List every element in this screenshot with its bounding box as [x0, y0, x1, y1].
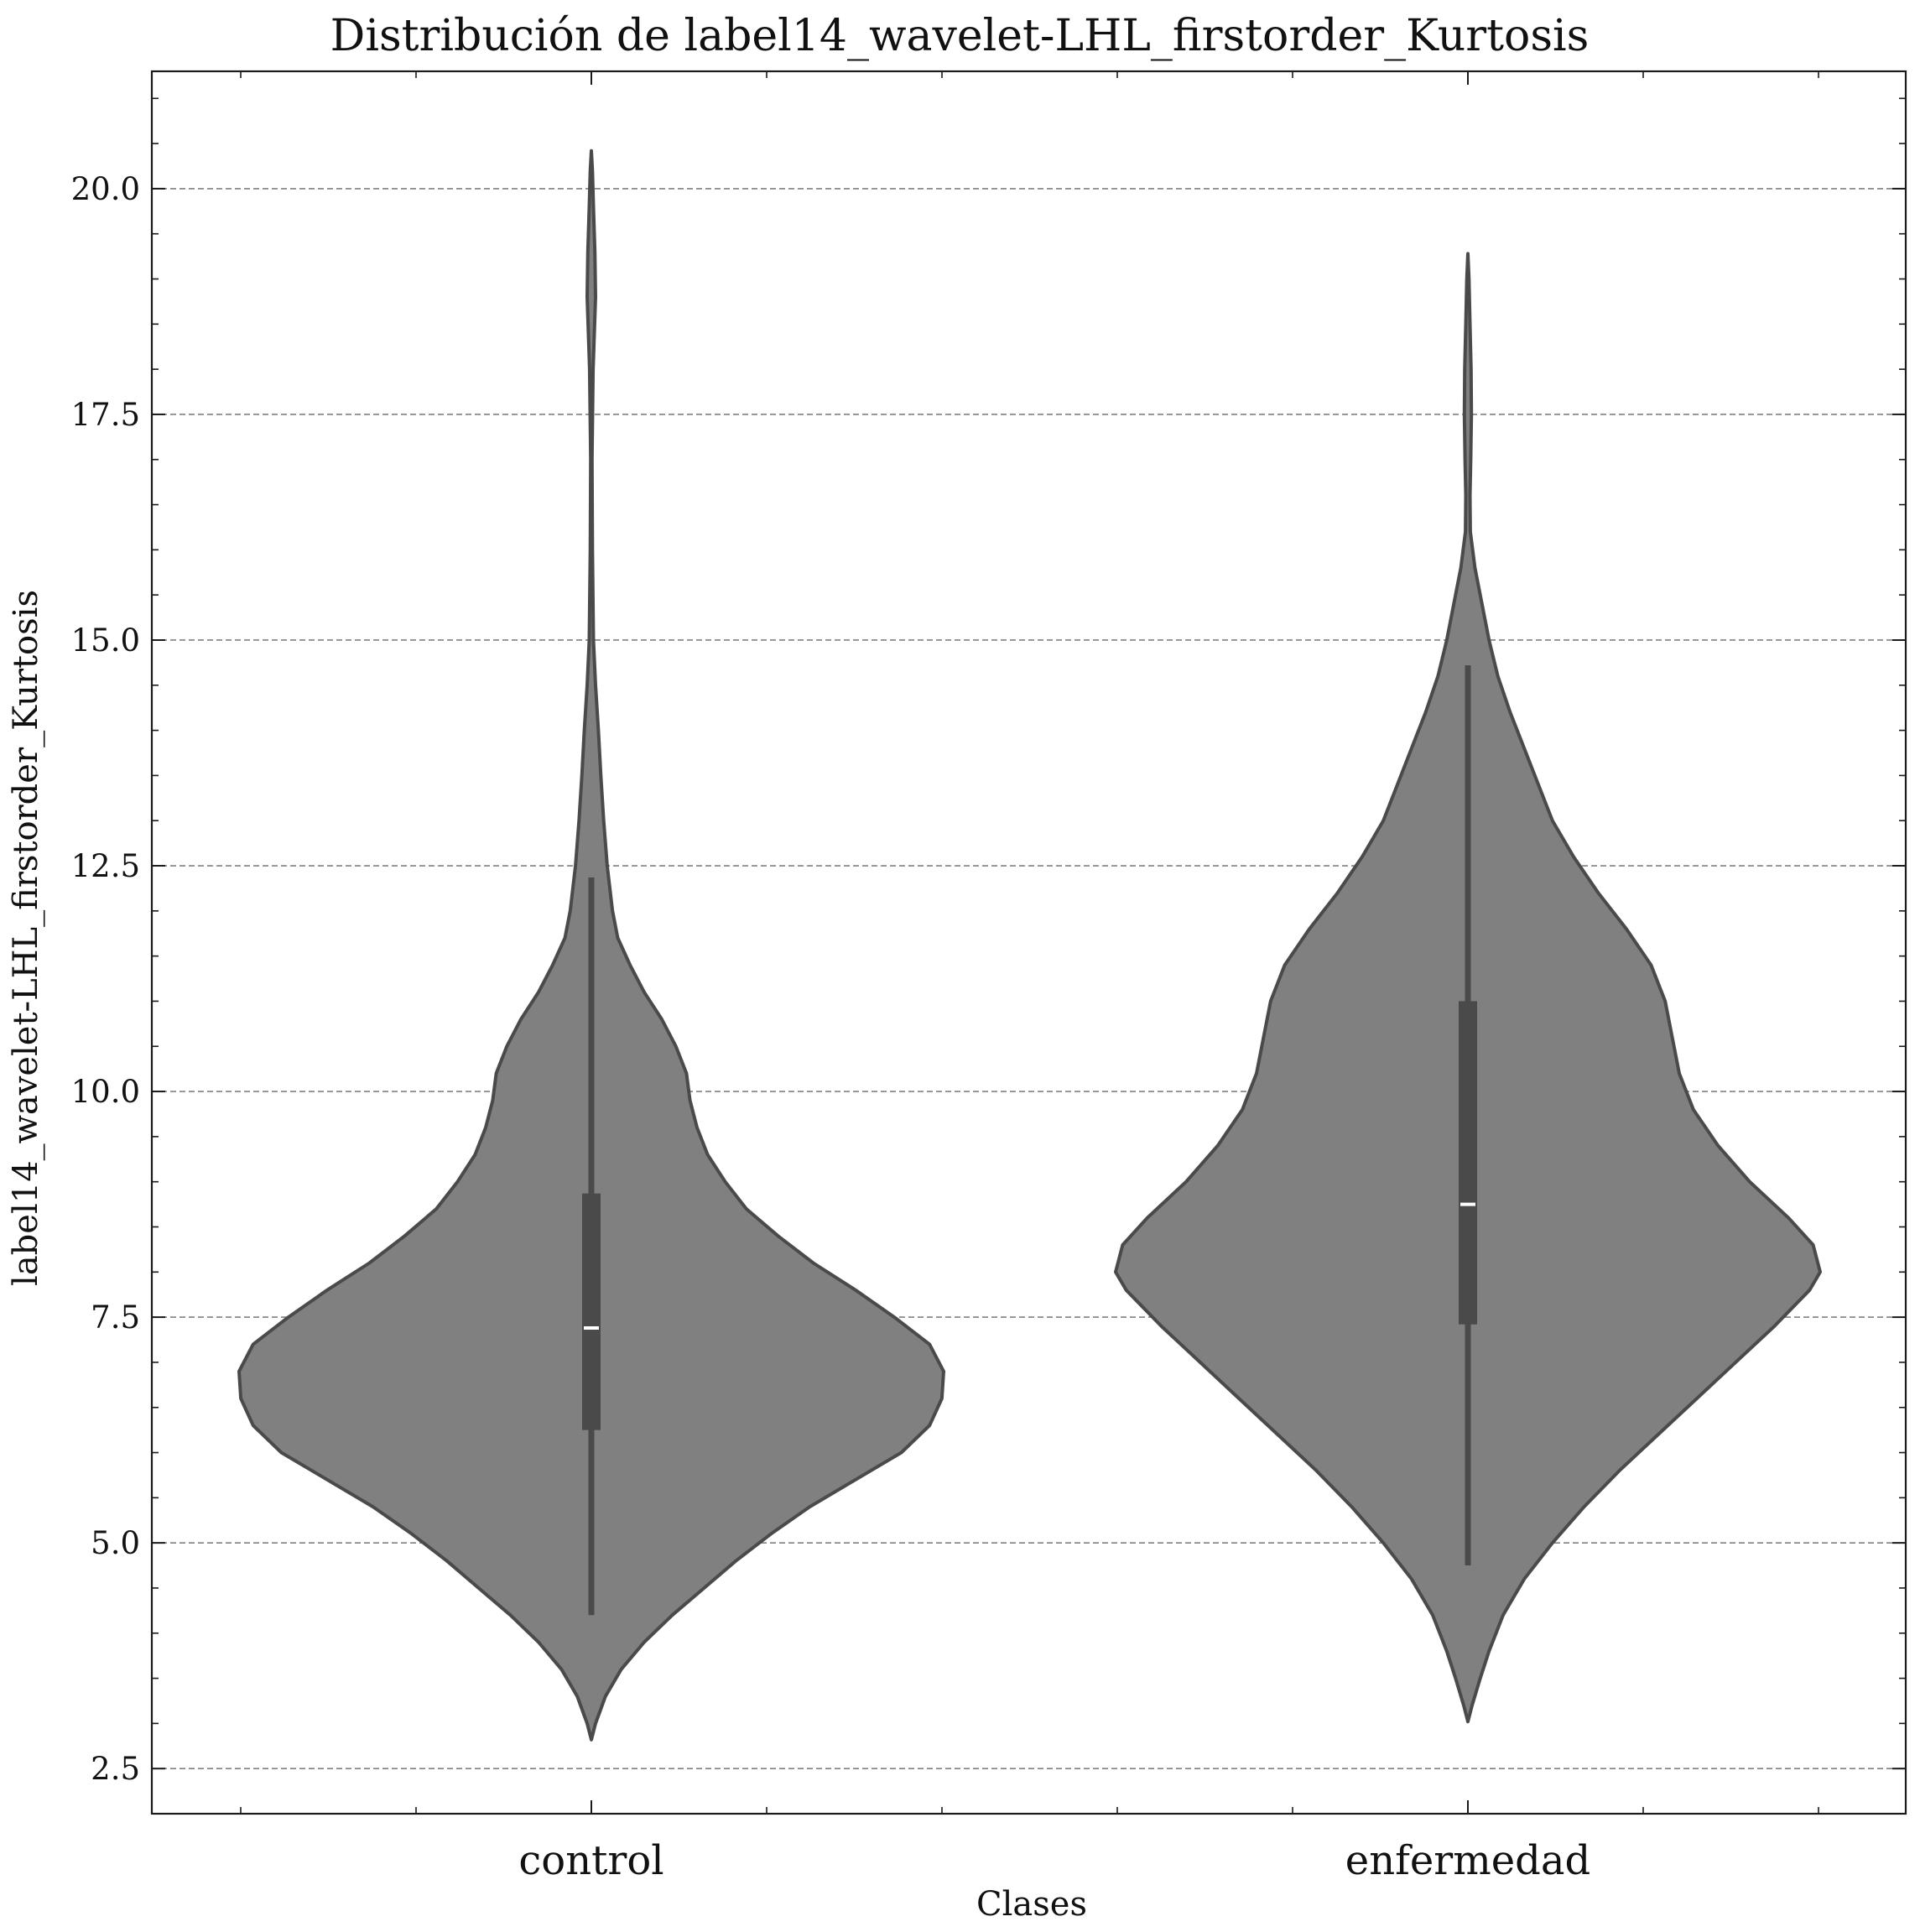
x-tick-label-control: control	[518, 1837, 663, 1884]
y-tick-label: 2.5	[91, 1751, 140, 1787]
y-tick-label: 17.5	[71, 397, 140, 433]
axes: 2.5 5.0 7.5 10.0 12.5 15.0 17.5 20.0 control enfe…	[71, 70, 1907, 1884]
x-axis-label: Clases	[976, 1885, 1087, 1924]
iqr-box-enfermedad	[1459, 1001, 1477, 1325]
violins	[237, 148, 1822, 1742]
plot-frame	[150, 70, 1907, 1815]
y-tick-label: 12.5	[71, 848, 140, 884]
y-tick-label: 20.0	[71, 171, 140, 207]
y-tick-label: 10.0	[71, 1074, 140, 1110]
x-tick-label-enfermedad: enfermedad	[1345, 1837, 1590, 1884]
iqr-box-control	[582, 1193, 601, 1430]
y-tick-label: 5.0	[91, 1525, 140, 1561]
chart-title: Distribución de label14_wavelet-LHL_firs…	[330, 11, 1590, 61]
y-axis-label: label14_wavelet-LHL_firstorder_Kurtosis	[7, 590, 45, 1286]
y-tick-label: 7.5	[91, 1299, 140, 1336]
y-tick-label: 15.0	[71, 622, 140, 659]
